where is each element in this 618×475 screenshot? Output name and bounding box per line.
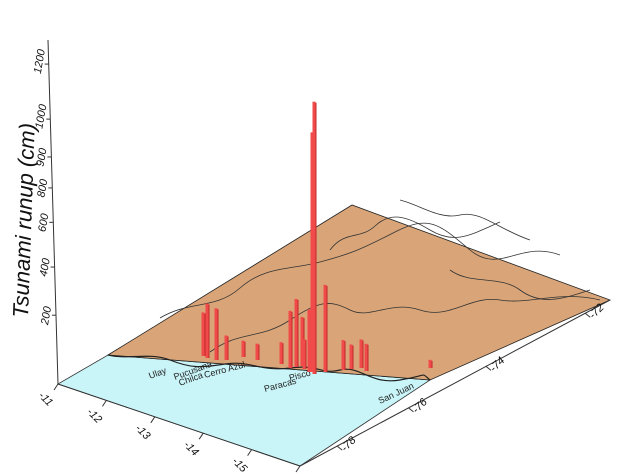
lat-axis: [57, 383, 301, 467]
z-tick-label: 800: [35, 177, 50, 198]
lat-tick-label: -16: [278, 472, 298, 475]
lon-tick-mark: [485, 366, 492, 371]
runup-bars: [201, 101, 433, 375]
runup-bar: [302, 339, 306, 369]
z-tick-label: 900: [35, 146, 50, 167]
lon-tick-mark: [584, 312, 591, 318]
runup-bar: [288, 310, 292, 368]
runup-bar: [201, 312, 205, 356]
runup-bar: [205, 303, 209, 358]
runup-bar-shade: [258, 344, 260, 360]
runup-bar: [312, 101, 316, 375]
runup-bar-shade: [208, 304, 210, 358]
contour-line: [329, 216, 501, 251]
runup-bar: [255, 343, 259, 360]
contour-line: [159, 222, 561, 319]
runup-bar: [214, 308, 218, 360]
lat-tick-mark: [295, 465, 301, 473]
runup-bar: [359, 339, 363, 368]
contour-line: [399, 199, 531, 241]
lat-tick-mark: [53, 383, 59, 391]
runup-bar: [364, 343, 368, 371]
land-surface: [106, 204, 612, 381]
lat-tick-mark: [150, 416, 156, 424]
z-tick-label: 400: [38, 257, 53, 278]
runup-bar-shade: [352, 345, 354, 369]
z-tick-label: 1000: [33, 103, 49, 130]
runup-bar: [310, 132, 314, 372]
z-tick-label: 600: [36, 212, 51, 233]
z-tick-label: 1200: [32, 48, 48, 75]
lon-tick-label: -76: [410, 396, 430, 416]
runup-bar-shade: [305, 340, 307, 369]
runup-bar-shade: [291, 311, 293, 368]
runup-bar: [241, 340, 245, 357]
runup-bar-shade: [326, 285, 328, 372]
runup-bar-shade: [217, 309, 219, 360]
runup-bar: [341, 340, 345, 370]
runup-bar-shade: [344, 341, 346, 370]
lon-tick-mark: [408, 407, 414, 413]
lat-tick-mark: [101, 400, 107, 407]
runup-bar-shade: [367, 344, 369, 371]
lon-tick-label: -74: [488, 355, 508, 375]
runup-bar: [307, 309, 311, 372]
lat-tick-label: -12: [84, 406, 104, 426]
lat-tick-label: -15: [229, 455, 249, 475]
z-axis: [47, 39, 59, 385]
contour-line: [449, 269, 591, 300]
coastline: [107, 354, 431, 382]
lat-tick-label: -14: [181, 439, 201, 459]
z-axis-title: Tsunami runup (cm): [8, 123, 40, 319]
runup-bar: [300, 316, 304, 366]
lat-tick-mark: [198, 432, 204, 440]
runup-bar: [224, 335, 228, 360]
lat-tick-mark: [247, 449, 253, 456]
runup-bar-shade: [204, 313, 206, 356]
lat-tick-label: -11: [36, 390, 55, 409]
lon-axis: [299, 299, 611, 467]
runup-bar: [323, 284, 327, 372]
runup-bar-shade: [297, 299, 299, 367]
runup-bar-shade: [362, 340, 364, 368]
z-axis-ticks: 200 400 600 800 900 1000 1200: [32, 48, 56, 327]
runup-bar: [349, 344, 353, 369]
lat-tick-label: -13: [133, 422, 153, 442]
runup-bar: [294, 298, 298, 367]
runup-bar: [428, 359, 432, 368]
runup-bar: [279, 342, 283, 364]
lon-tick-mark: [336, 445, 343, 451]
runup-bar-shade: [227, 336, 229, 360]
runup-bar-shade: [431, 360, 433, 368]
runup-bar-shade: [282, 343, 284, 364]
contour-line: [209, 296, 601, 353]
runup-bar-shade: [244, 341, 246, 357]
z-tick-label: 200: [39, 305, 54, 327]
runup-bar-shade: [315, 102, 317, 375]
